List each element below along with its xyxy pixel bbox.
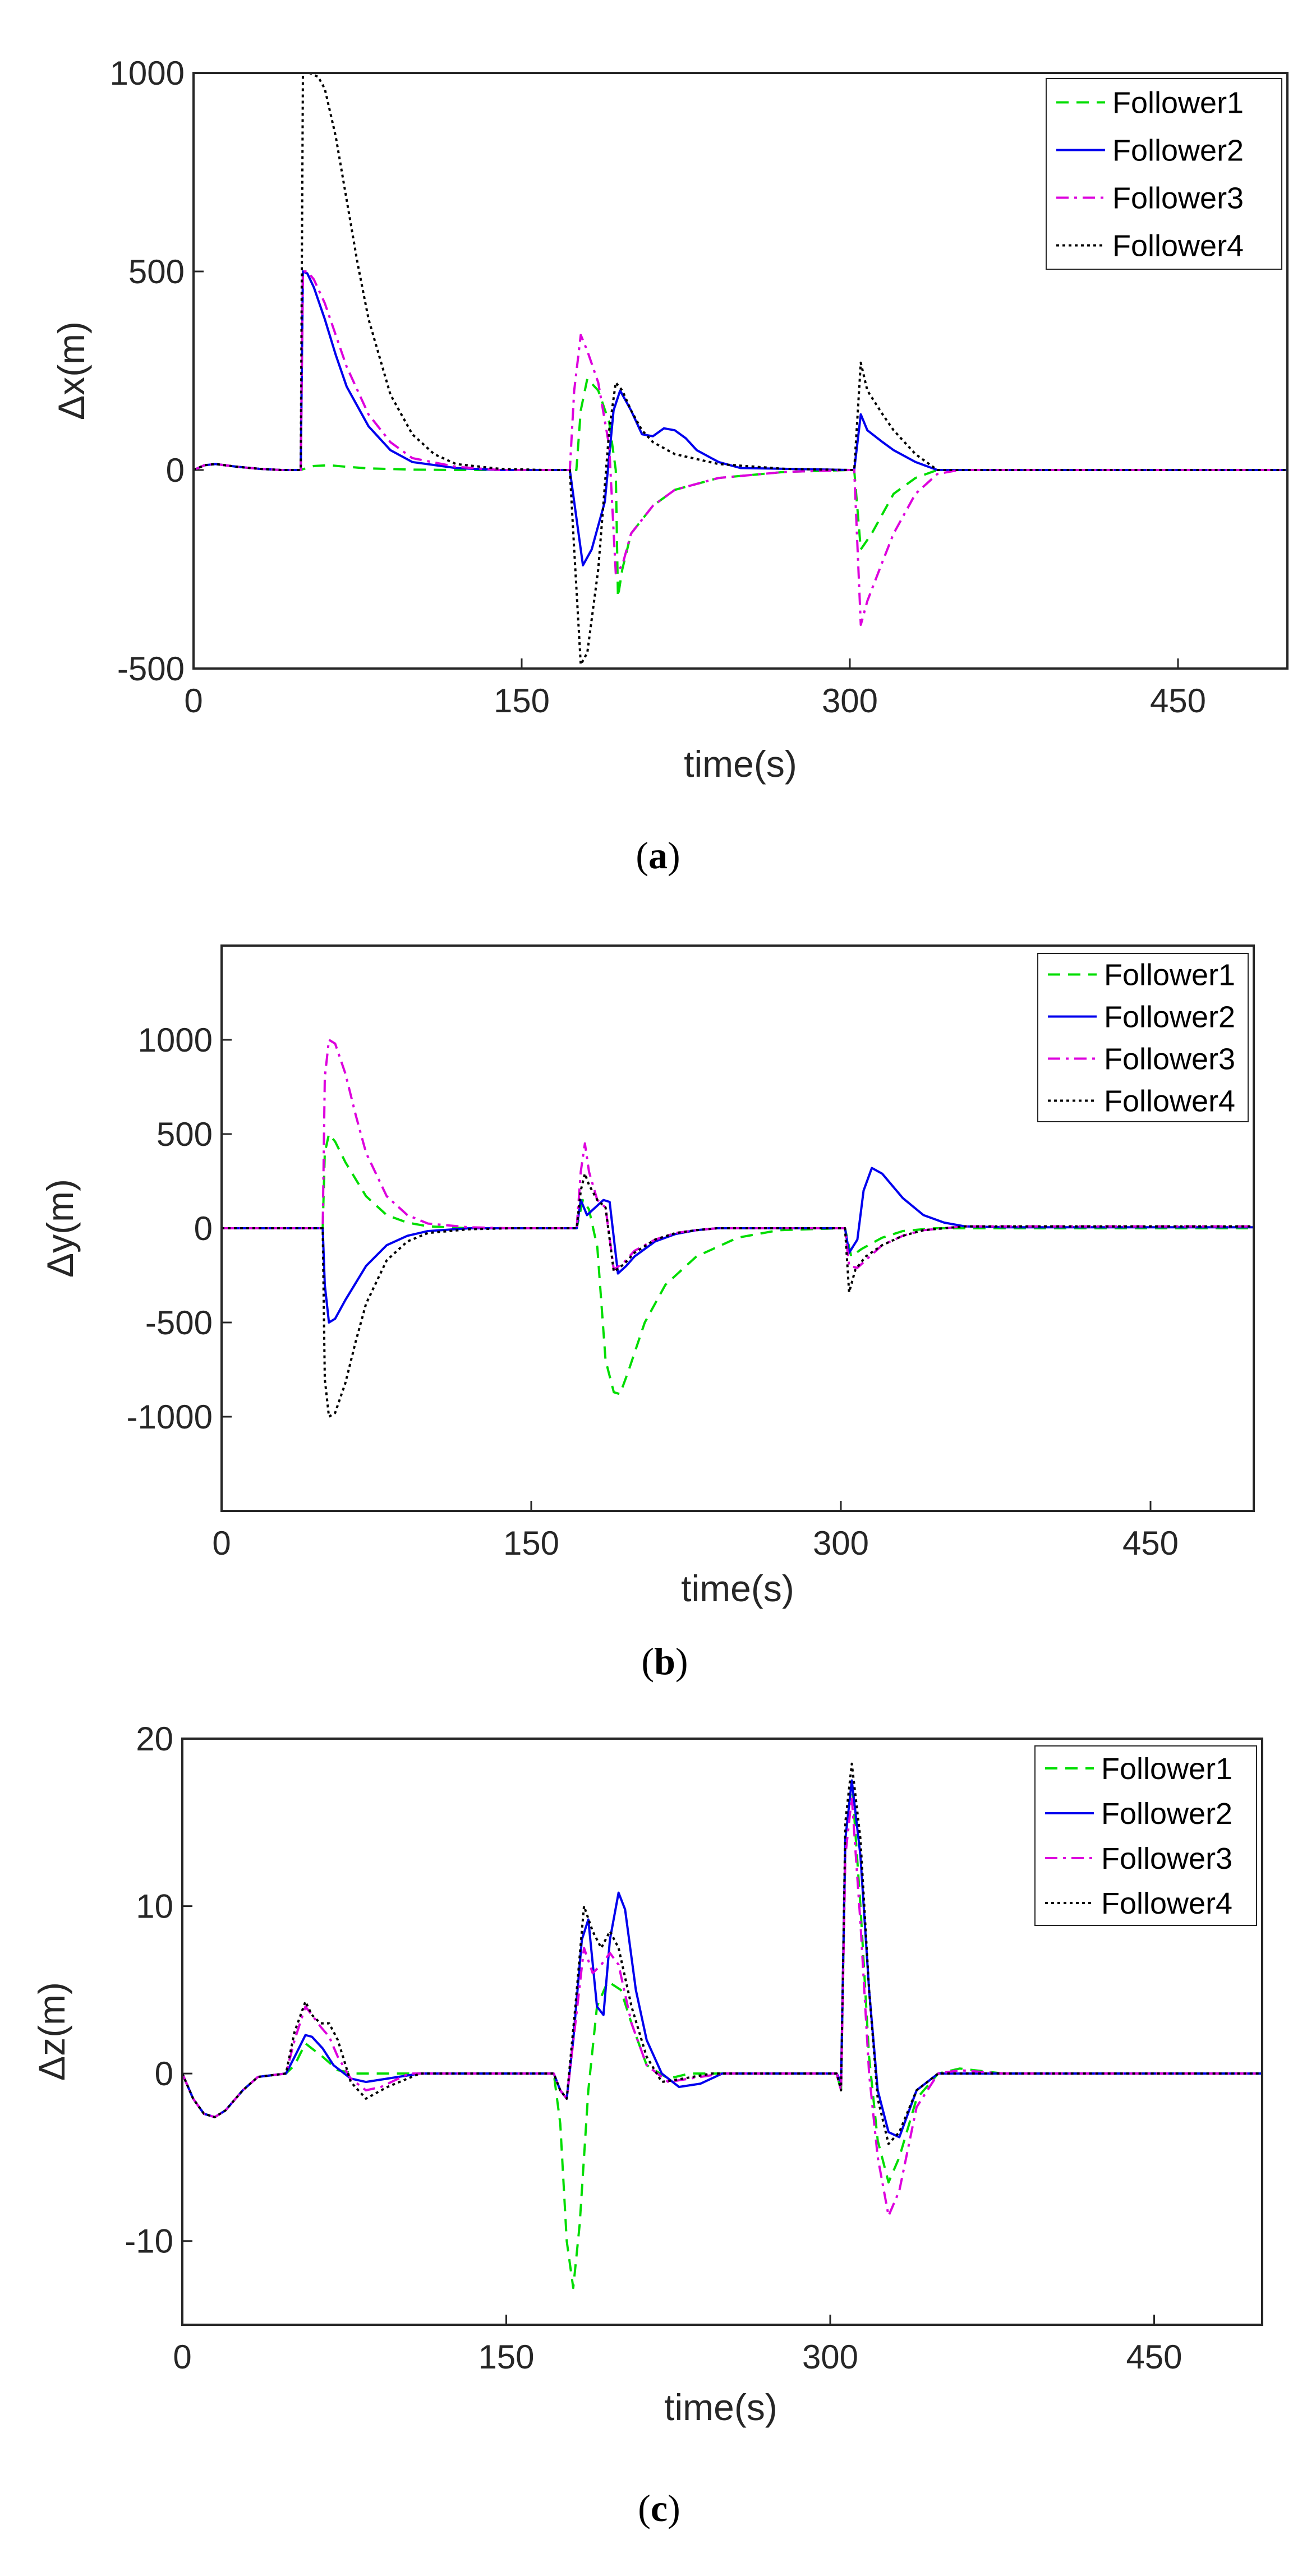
y-tick-label-b: 1000 [138,1021,213,1059]
plot-area-a: 0 150 300 450-50005001000Follower1Follower2… [110,54,1287,720]
x-tick-label-a: 450 [1150,682,1206,720]
y-tick-label-a: -500 [117,650,185,688]
legend-a: Follower1 Follower2 Follower3 Follower4 [1046,78,1282,270]
legend-box-b [1037,953,1249,1122]
series-line-follower1-c [182,1779,1262,2289]
x-tick-label-c: 300 [802,2338,858,2376]
x-tick-label-b: 450 [1122,1524,1179,1562]
x-tick-label-a: 0 [184,682,203,720]
legend-label-follower4-c: Follower4 [1101,1887,1232,1920]
x-tick-label-a: 300 [822,682,878,720]
legend-label-follower1-b: Follower1 [1104,958,1235,992]
legend-label-follower1-c: Follower1 [1101,1752,1232,1786]
series-line-follower2-c [182,1779,1262,2139]
axes-box-c [181,1738,1263,2326]
caption-label-c: c [651,2487,668,2529]
panel-a: 0 150 300 450-50005001000Follower1Follower2… [50,54,1289,877]
y-tick-label-a: 1000 [110,54,185,92]
legend-label-follower3-a: Follower3 [1112,182,1244,215]
legend-box-c [1034,1745,1257,1926]
xlabel-b: time(s) [681,1568,794,1609]
series-line-follower2-b [222,1167,1254,1324]
x-tick-label-b: 300 [813,1524,869,1562]
y-tick-label-c: -10 [125,2223,173,2260]
x-tick-label-c: 150 [478,2338,534,2376]
y-tick-label-a: 0 [166,451,185,489]
ylabel-b: Δy(m) [39,1179,81,1278]
caption-b: (b) [641,1640,688,1683]
y-tick-label-b: -500 [145,1304,213,1342]
y-tick-label-c: 10 [136,1888,173,1925]
legend-box-a [1046,78,1282,270]
series-line-follower4-b [222,1172,1254,1418]
y-tick-label-a: 500 [128,253,185,291]
legend-label-follower4-b: Follower4 [1104,1085,1235,1118]
plot-area-b: 0 150 300 450-1000-50005001000Follower1Foll… [127,953,1254,1562]
xlabel-a: time(s) [684,743,797,785]
x-tick-label-b: 0 [212,1524,231,1562]
y-tick-label-c: 0 [155,2055,173,2093]
legend-label-follower3-b: Follower3 [1104,1043,1235,1076]
series-group-b [222,1039,1254,1418]
caption-c: (c) [638,2487,680,2529]
x-tick-label-c: 450 [1126,2338,1182,2376]
legend-b: Follower1 Follower2 Follower3 Follower4 [1037,953,1249,1122]
axes-box-b [220,944,1255,1512]
ylabel-c: Δz(m) [31,1982,72,2081]
y-tick-label-b: -1000 [127,1398,213,1436]
legend-label-follower2-a: Follower2 [1112,134,1244,168]
legend-label-follower4-a: Follower4 [1112,229,1244,263]
ylabel-a: Δx(m) [50,321,92,420]
axes-box-a [192,72,1289,670]
xlabel-c: time(s) [664,2386,777,2428]
legend-c: Follower1 Follower2 Follower3 Follower4 [1034,1745,1257,1926]
series-line-follower4-c [182,1762,1262,2145]
legend-label-follower2-b: Follower2 [1104,1001,1235,1034]
caption-label-b: b [654,1640,675,1683]
series-group-a [194,73,1287,666]
x-tick-label-b: 150 [503,1524,559,1562]
legend-label-follower3-c: Follower3 [1101,1842,1232,1875]
caption-a: (a) [636,834,680,877]
panel-b: 0 150 300 450-1000-50005001000Follower1Foll… [39,944,1255,1683]
legend-label-follower2-c: Follower2 [1101,1797,1232,1831]
caption-label-a: a [648,834,668,877]
x-tick-label-c: 0 [173,2338,191,2376]
y-tick-label-b: 0 [194,1210,213,1247]
x-tick-label-a: 150 [494,682,550,720]
y-tick-label-b: 500 [157,1116,213,1153]
panel-c: 0 150 300 450-1001020Follower1Follower2Foll… [31,1720,1263,2529]
legend-label-follower1-a: Follower1 [1112,86,1244,120]
y-tick-label-c: 20 [136,1720,173,1758]
plot-area-c: 0 150 300 450-1001020Follower1Follower2Foll… [125,1720,1262,2376]
series-group-c [182,1762,1262,2289]
